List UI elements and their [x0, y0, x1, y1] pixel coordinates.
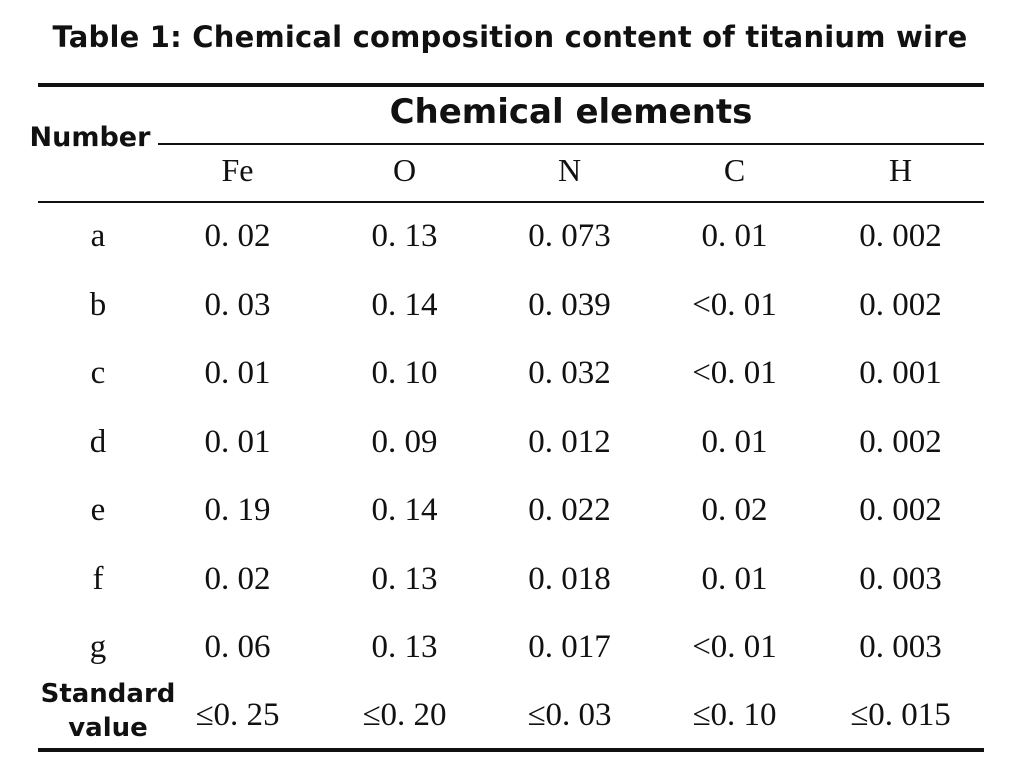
- cell-c: <0. 01: [692, 286, 777, 323]
- row-label: g: [89, 629, 107, 665]
- standard-cell-o: ≤0. 20: [362, 697, 447, 733]
- column-header-c: C: [723, 152, 746, 188]
- cell-o: 0. 13: [371, 560, 438, 597]
- cell-o: 0. 10: [371, 355, 438, 391]
- cell-fe: 0. 06: [204, 629, 271, 665]
- cell-c: 0. 01: [701, 560, 768, 597]
- group-header-chemical-elements: Chemical elements: [389, 92, 753, 132]
- standard-cell-h: ≤0. 015: [850, 697, 951, 733]
- cell-n: 0. 022: [528, 492, 611, 528]
- column-header-o: O: [392, 152, 417, 188]
- row-label: e: [90, 492, 106, 528]
- table-caption: Table 1: Chemical composition content of…: [52, 20, 968, 54]
- cell-fe: 0. 02: [204, 560, 271, 597]
- cell-n: 0. 073: [528, 218, 611, 254]
- row-label: a: [90, 218, 106, 254]
- cell-fe: 0. 01: [204, 355, 271, 391]
- cell-o: 0. 14: [371, 492, 438, 528]
- standard-label-line1: Standard: [40, 679, 176, 709]
- cell-n: 0. 012: [528, 423, 611, 460]
- row-label: c: [90, 355, 106, 391]
- cell-h: 0. 003: [859, 560, 942, 597]
- cell-o: 0. 09: [371, 423, 438, 460]
- header-rule: [38, 201, 984, 203]
- row-label: f: [92, 560, 104, 597]
- cell-n: 0. 032: [528, 355, 611, 391]
- cell-fe: 0. 19: [204, 492, 271, 528]
- cell-fe: 0. 01: [204, 423, 271, 460]
- standard-cell-n: ≤0. 03: [527, 697, 612, 733]
- cell-h: 0. 002: [859, 492, 942, 528]
- column-header-h: H: [888, 152, 913, 188]
- group-header-rule: [158, 143, 984, 145]
- cell-c: 0. 01: [701, 423, 768, 460]
- cell-n: 0. 039: [528, 286, 611, 323]
- cell-h: 0. 003: [859, 629, 942, 665]
- cell-c: 0. 01: [701, 218, 768, 254]
- column-header-n: N: [557, 152, 582, 188]
- row-header-number: Number: [29, 122, 151, 153]
- cell-h: 0. 002: [859, 423, 942, 460]
- cell-h: 0. 002: [859, 286, 942, 323]
- top-rule: [38, 83, 984, 87]
- cell-o: 0. 13: [371, 218, 438, 254]
- cell-c: 0. 02: [701, 492, 768, 528]
- standard-label-line2: value: [68, 713, 148, 743]
- cell-fe: 0. 03: [204, 286, 271, 323]
- standard-cell-c: ≤0. 10: [692, 697, 777, 733]
- cell-h: 0. 001: [859, 355, 942, 391]
- bottom-rule: [38, 748, 984, 752]
- cell-fe: 0. 02: [204, 218, 271, 254]
- cell-c: <0. 01: [692, 629, 777, 665]
- row-label: b: [89, 286, 107, 323]
- cell-h: 0. 002: [859, 218, 942, 254]
- column-header-fe: Fe: [221, 152, 254, 188]
- cell-c: <0. 01: [692, 355, 777, 391]
- row-label: d: [89, 423, 107, 460]
- cell-o: 0. 13: [371, 629, 438, 665]
- cell-n: 0. 017: [528, 629, 611, 665]
- standard-cell-fe: ≤0. 25: [195, 697, 280, 733]
- cell-n: 0. 018: [528, 560, 611, 597]
- cell-o: 0. 14: [371, 286, 438, 323]
- standard-value-label: Standard value: [30, 677, 186, 745]
